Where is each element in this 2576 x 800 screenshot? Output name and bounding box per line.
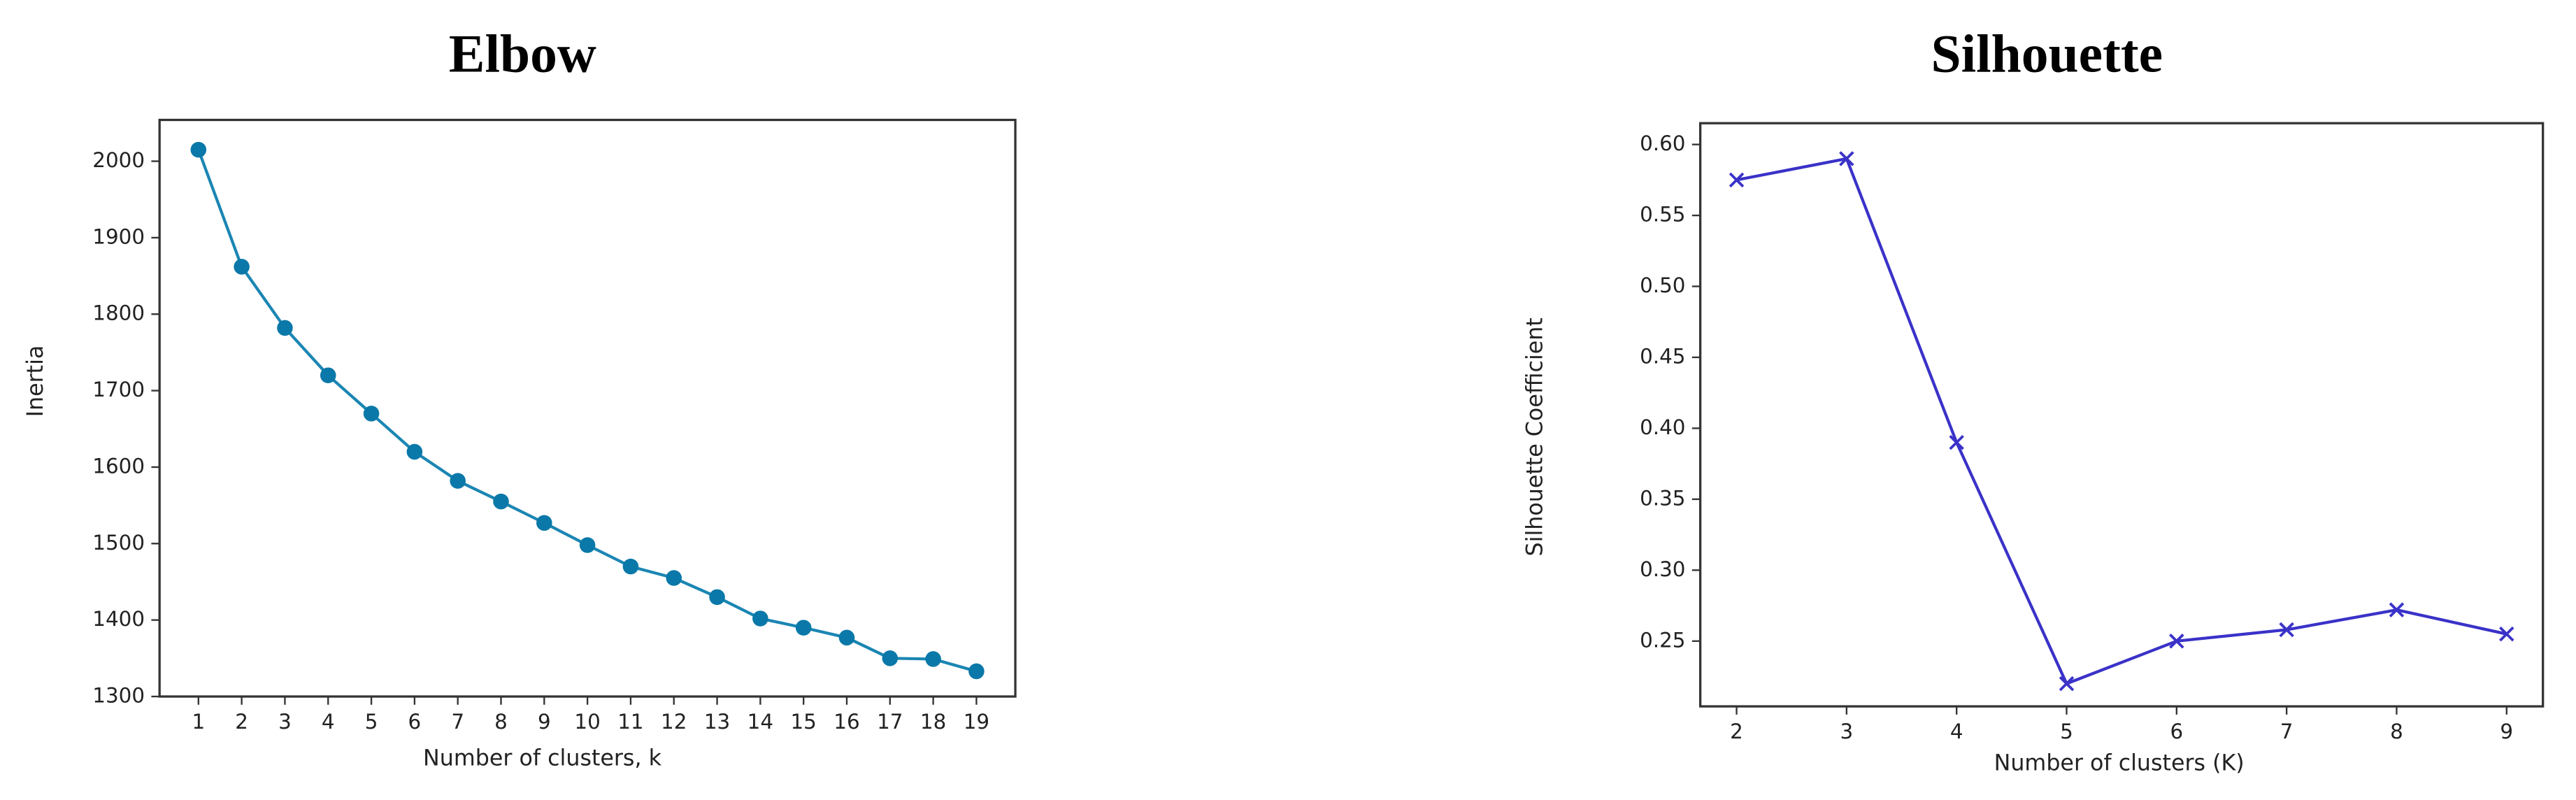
y-tick-label: 1700 [92,378,145,401]
x-tick-label: 6 [2170,720,2183,743]
point-marker [838,629,855,646]
y-tick-label: 0.45 [1640,344,1685,368]
x-axis-label: Number of clusters (K) [1994,750,2245,776]
point-marker [277,320,293,336]
point-marker [882,650,899,666]
point-marker [752,610,768,627]
y-tick-label: 0.35 [1640,486,1685,510]
y-tick-label: 0.50 [1640,273,1685,297]
y-tick-label: 0.60 [1640,131,1685,155]
point-marker [406,443,423,460]
y-axis-label: Silhouette Coefficient [1523,317,1548,556]
y-tick-label: 2000 [92,148,145,172]
x-tick-label: 6 [408,710,422,734]
x-tick-label: 18 [920,710,946,734]
plot-frame [1698,122,2545,708]
point-marker [2059,676,2075,692]
x-tick-label: 4 [322,710,335,734]
x-tick-label: 8 [2390,720,2403,743]
point-marker [2499,626,2514,642]
y-tick-label: 1800 [92,301,145,325]
point-marker [579,537,596,553]
x-tick-label: 9 [538,710,551,734]
x-tick-label: 3 [1840,720,1854,743]
point-marker [493,493,509,510]
x-tick-label: 8 [494,710,508,734]
x-tick-label: 1 [192,710,205,734]
x-tick-label: 7 [2280,720,2294,743]
y-axis-label: Inertia [23,345,48,417]
point-marker [536,515,552,531]
x-tick-label: 12 [661,710,687,734]
x-tick-label: 2 [1730,720,1743,743]
x-tick-label: 13 [704,710,730,734]
x-tick-label: 10 [574,710,600,734]
x-tick-label: 4 [1950,720,1963,743]
x-tick-label: 17 [877,710,903,734]
x-tick-label: 5 [2060,720,2073,743]
point-marker [1839,151,1854,166]
y-tick-label: 1900 [92,224,145,248]
y-tick-label: 0.40 [1640,415,1685,439]
point-marker [363,406,380,422]
x-tick-label: 3 [278,710,292,734]
point-marker [234,259,250,275]
point-marker [2169,634,2184,649]
x-tick-label: 5 [365,710,378,734]
point-marker [709,589,725,606]
point-marker [925,651,941,667]
point-marker [450,473,466,489]
x-tick-label: 11 [617,710,643,734]
point-marker [1729,172,1745,188]
y-tick-label: 1600 [92,454,145,478]
series-line [196,149,977,673]
plot-frame [158,118,1017,698]
y-tick-label: 0.55 [1640,203,1685,227]
point-marker [795,620,812,636]
x-tick-label: 2 [235,710,248,734]
x-tick-label: 14 [747,710,773,734]
x-tick-label: 7 [451,710,464,734]
x-tick-label: 19 [964,710,989,734]
y-tick-label: 0.30 [1640,557,1685,581]
point-marker [2389,602,2405,617]
x-tick-label: 9 [2500,720,2513,743]
point-marker [1949,434,1964,450]
y-tick-label: 0.25 [1640,628,1685,652]
point-marker [968,663,985,680]
point-marker [190,141,207,158]
y-tick-label: 1300 [92,684,145,708]
y-tick-label: 1500 [92,531,145,555]
point-marker [622,558,639,575]
x-tick-label: 15 [790,710,816,734]
chart-title: Silhouette [1931,23,2163,83]
point-marker [320,367,336,383]
point-marker [2279,622,2294,638]
point-marker [666,570,682,586]
series-line [1736,157,2507,686]
x-axis-label: Number of clusters, k [423,745,662,771]
y-tick-label: 1400 [92,607,145,631]
chart-title: Elbow [449,23,596,83]
x-tick-label: 16 [833,710,859,734]
